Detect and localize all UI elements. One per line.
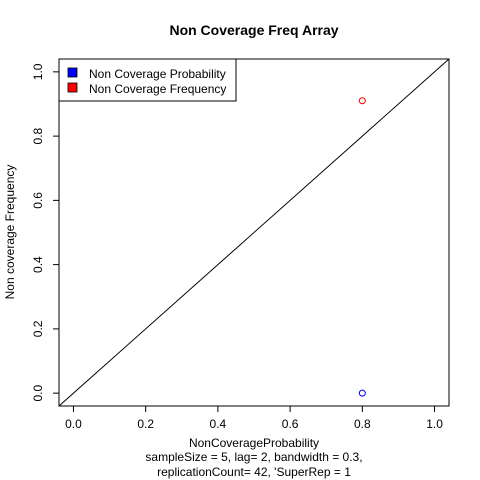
y-tick-label: 0.0 [31, 384, 45, 401]
y-tick-label: 0.2 [31, 320, 45, 337]
legend: Non Coverage Probability Non Coverage Fr… [58, 58, 237, 102]
reference-line-y-equals-x [58, 58, 450, 407]
legend-swatch-frequency [67, 82, 78, 93]
data-points [358, 97, 366, 397]
x-tick-label: 1.0 [426, 417, 443, 431]
data-point-frequency [358, 97, 366, 105]
x-tick-label: 0.0 [65, 417, 82, 431]
legend-box [58, 58, 237, 102]
y-tick-label: 1.0 [31, 63, 45, 80]
y-axis-label: Non coverage Frequency [3, 165, 17, 300]
y-tick-label: 0.8 [31, 127, 45, 144]
subtitle-line-2: replicationCount= 42, 'SuperRep = 1 [157, 465, 351, 479]
y-tick-label: 0.4 [31, 256, 45, 273]
x-tick-label: 0.4 [210, 417, 227, 431]
legend-swatch-probability [67, 67, 78, 78]
x-tick-label: 0.2 [137, 417, 154, 431]
y-tick-label: 0.6 [31, 192, 45, 209]
x-axis: 0.0 0.2 0.4 0.6 0.8 1.0 [65, 406, 443, 431]
x-tick-label: 0.8 [354, 417, 371, 431]
plot-frame [58, 58, 450, 407]
x-tick-label: 0.6 [282, 417, 299, 431]
subtitle-line-1: sampleSize = 5, lag= 2, bandwidth = 0.3, [145, 450, 362, 464]
x-axis-label: NonCoverageProbability [189, 436, 319, 450]
legend-label-frequency: Non Coverage Frequency [89, 82, 226, 96]
legend-label-probability: Non Coverage Probability [89, 67, 226, 81]
chart-title: Non Coverage Freq Array [169, 22, 338, 38]
data-point-probability [358, 389, 366, 397]
y-axis: 0.0 0.2 0.4 0.6 0.8 1.0 [31, 63, 59, 401]
